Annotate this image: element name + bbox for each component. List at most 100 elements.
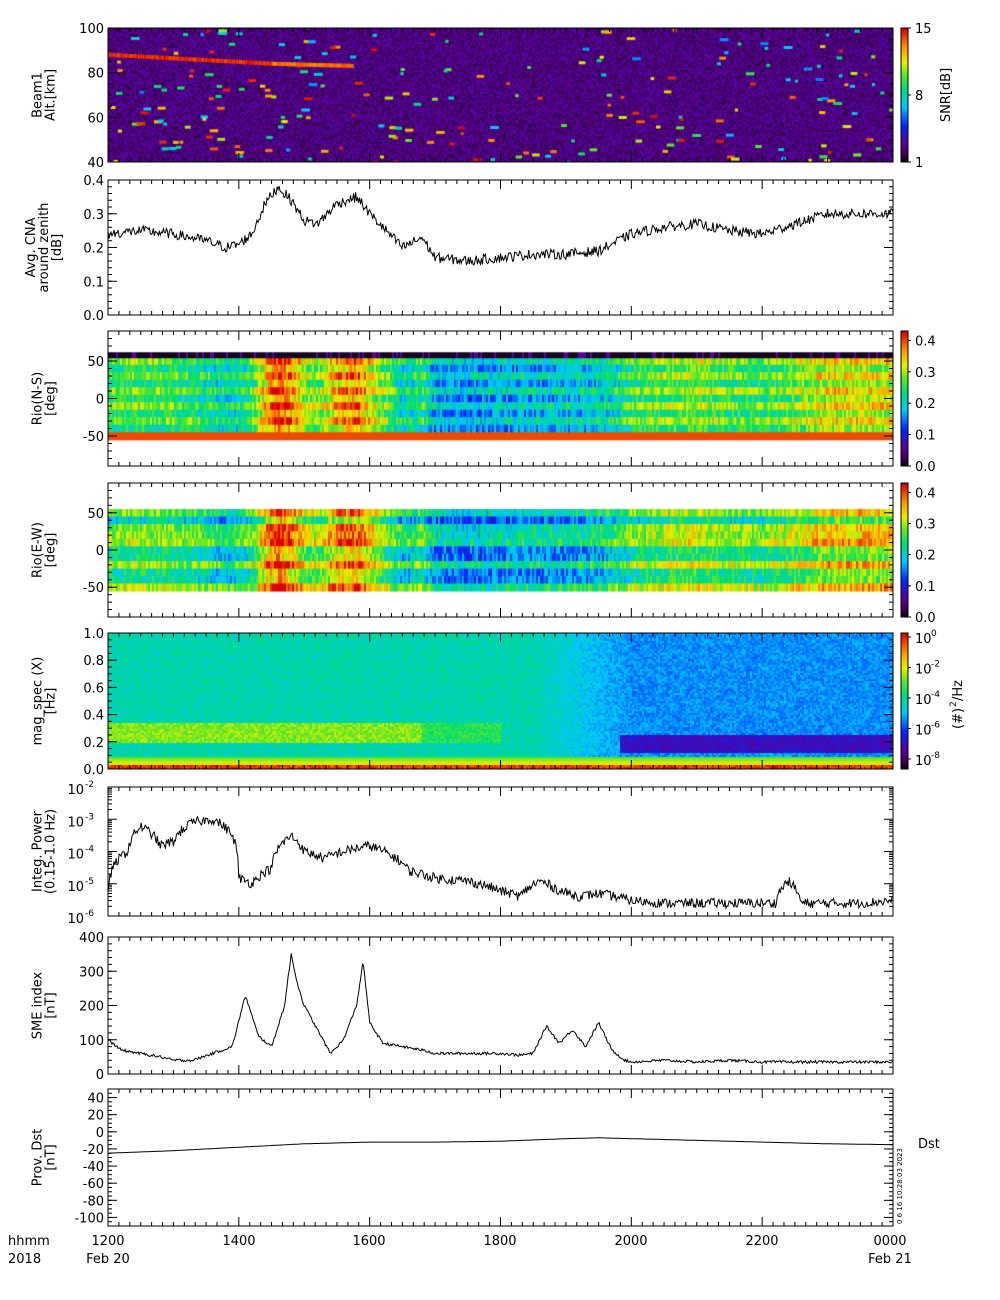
snr-colorbar-segment (901, 95, 908, 98)
mag-spec-colorbar-segment (901, 748, 908, 751)
rio-ew-colorbar-segment (901, 603, 908, 606)
rio-ew-colorbar-segment (901, 555, 908, 558)
snr-colorbar-segment (901, 118, 908, 121)
mag-spec-colorbar-segment (901, 758, 908, 761)
mag-spec-colorbar-segment (901, 667, 908, 670)
snr-colorbar-segment (901, 153, 908, 156)
y-tick-label: 0 (96, 544, 104, 559)
rio-ns-colorbar-segment (901, 410, 908, 413)
mag-spectrum-heatmap (108, 633, 893, 769)
snr-colorbar-segment (901, 145, 908, 148)
y-tick-label: 0.0 (83, 763, 104, 778)
snr-colorbar-segment (901, 81, 908, 84)
integ-power-panel-frame (107, 786, 894, 917)
y-tick-label: 0.3 (83, 208, 104, 223)
mag-spec-colorbar-segment (901, 643, 908, 646)
rio-ew-colorbar-segment (901, 605, 908, 608)
y-tick-label: 60 (87, 111, 104, 126)
snr-colorbar-segment (901, 71, 908, 74)
mag-spec-colorbar-segment (901, 653, 908, 656)
rio-ew-colorbar-segment (901, 494, 908, 497)
y-tick-label: 0.0 (83, 309, 104, 324)
snr-colorbar-segment (901, 78, 908, 81)
snr-colorbar-segment (901, 131, 908, 135)
rio-ew-colorbar-segment (901, 546, 908, 549)
snr-colorbar-segment (901, 93, 908, 96)
rio-ew-colorbar-segment (901, 606, 908, 610)
footer-hhmm: hhmm (8, 1234, 50, 1249)
mag-spec-colorbar-segment (901, 668, 908, 671)
snr-colorbar-segment (901, 115, 908, 118)
rio-ew-colorbar-segment (901, 600, 908, 603)
rio-ns-colorbar-segment (901, 379, 908, 383)
rio-ew-colorbar-segment (901, 521, 908, 524)
rio-ns-colorbar-segment (901, 383, 908, 386)
mag-spec-colorbar-segment (901, 656, 908, 659)
mag-colorbar-tick-exponent: -8 (931, 751, 940, 761)
y-axis-label: [Hz] (44, 688, 59, 715)
snr-heatmap (108, 28, 893, 162)
rio-ns-colorbar-segment (901, 413, 908, 416)
y-axis-label: [nT] (44, 992, 59, 1018)
rio-ew-colorbar-segment (901, 483, 908, 486)
y-tick-label: 0.6 (83, 681, 104, 696)
rio-ns-colorbar-segment (901, 398, 908, 401)
tick-label-2200: 2200 (745, 1234, 778, 1249)
mag-spec-colorbar-segment (901, 663, 908, 666)
mag-colorbar-tick-base: 10 (915, 754, 932, 769)
mag-spec-colorbar-segment (901, 677, 908, 680)
mag-spec-colorbar-segment (901, 735, 908, 738)
rio-ew-colorbar-segment (901, 601, 908, 605)
y-tick-label: -20 (83, 1143, 104, 1158)
mag-spec-colorbar-segment (901, 672, 908, 675)
rio-ns-colorbar-segment (901, 408, 908, 411)
rio-ns-heatmap (108, 331, 893, 466)
rio-ns-colorbar-segment (901, 442, 908, 445)
snr-colorbar-segment (901, 74, 908, 78)
rio-ns-colorbar-segment (901, 412, 908, 415)
y-axis-label: [deg] (44, 533, 59, 568)
rio-ns-colorbar-segment (901, 403, 908, 406)
snr-colorbar-segment (901, 106, 908, 109)
mag-spec-colorbar-segment (901, 694, 908, 697)
mag-spec-colorbar-segment (901, 740, 908, 743)
rio-ew-colorbar-segment (901, 511, 908, 514)
rio-ns-colorbar-segment (901, 439, 908, 442)
mag-spec-colorbar-segment (901, 755, 908, 758)
rio-ew-colorbar-tick-label: 0.3 (915, 518, 936, 533)
rio-ew-colorbar-segment (901, 486, 908, 489)
y-tick-label: 20 (87, 1109, 104, 1124)
rio-ns-colorbar (900, 330, 909, 467)
rio-ns-colorbar-tick-label: 0.4 (915, 334, 936, 349)
rio-ns-colorbar-segment (901, 361, 908, 364)
rio-ew-colorbar-segment (901, 593, 908, 596)
snr-colorbar-segment (901, 151, 908, 155)
rio-ew-colorbar-segment (901, 489, 908, 492)
mag-colorbar-tick-exponent: -4 (931, 690, 940, 700)
rio-ew-colorbar-segment (901, 598, 908, 601)
snr-colorbar-segment (901, 120, 908, 123)
y-tick-label: 0.2 (83, 736, 104, 751)
rio-ns-colorbar-segment (901, 449, 908, 452)
mag-spec-colorbar-segment (901, 699, 908, 702)
mag-spec-colorbar-segment (901, 646, 908, 649)
tick-label-0000: 0000 (873, 1234, 906, 1249)
y-tick-label: 0.8 (83, 654, 104, 669)
rio-ns-colorbar-segment (901, 354, 908, 357)
mag-spec-colorbar-segment (901, 728, 908, 731)
rio-ns-colorbar-segment (901, 433, 908, 437)
rio-ew-colorbar-segment (901, 501, 908, 504)
rio-ns-colorbar-segment (901, 450, 908, 453)
footer-year: 2018 (8, 1252, 41, 1267)
rio-ns-colorbar-segment (901, 444, 908, 447)
rio-ew-colorbar-segment (901, 548, 908, 551)
y-tick-label: 300 (79, 965, 104, 980)
y-tick-label-base: 10 (67, 848, 84, 863)
rio-ns-colorbar-segment (901, 447, 908, 450)
rio-ns-colorbar-segment (901, 386, 908, 389)
rio-ew-colorbar-segment (901, 551, 908, 554)
rio-ns-colorbar-segment (901, 423, 908, 426)
rio-ew-colorbar-segment (901, 608, 908, 611)
rio-ew-colorbar-segment (901, 560, 908, 563)
mag-spec-colorbar-segment (901, 762, 908, 765)
